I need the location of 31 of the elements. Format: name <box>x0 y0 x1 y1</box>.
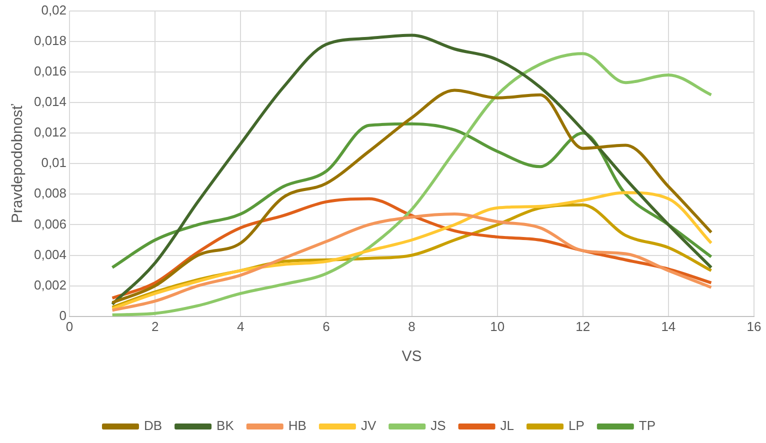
x-axis-title: VS <box>402 348 422 366</box>
legend-label: HB <box>288 418 306 434</box>
y-tick-label: 0,002 <box>34 277 67 292</box>
legend-label: TP <box>638 418 656 434</box>
y-tick-label: 0,016 <box>34 64 67 78</box>
x-tick-label: 4 <box>237 318 244 334</box>
y-tick-label: 0,004 <box>34 246 67 262</box>
y-axis-title: Pravdepodobnosť <box>9 104 26 224</box>
legend-label: BK <box>216 418 234 434</box>
x-tick-label: 6 <box>322 318 330 334</box>
x-tick-label: 2 <box>151 318 159 334</box>
line-series <box>110 88 713 304</box>
y-tick-label: 0 <box>59 308 67 323</box>
legend-label: JS <box>430 418 446 434</box>
y-tick-label: 0,01 <box>41 155 67 170</box>
x-tick-label: 10 <box>490 318 505 334</box>
y-tick-label: 0,012 <box>34 124 67 140</box>
y-tick-label: 0,018 <box>34 32 67 48</box>
legend-label: JL <box>500 418 514 434</box>
x-tick-label: 16 <box>746 318 762 334</box>
y-tick-label: 0,02 <box>41 2 67 18</box>
legend-label: JV <box>360 418 376 434</box>
x-tick-label: 12 <box>576 318 590 334</box>
legend-label: LP <box>568 418 584 434</box>
y-tick-label: 0,006 <box>34 216 67 232</box>
x-tick-label: 8 <box>408 318 416 334</box>
y-tick-label: 0,008 <box>34 186 67 201</box>
line-series <box>110 122 713 270</box>
x-tick-label: 14 <box>661 318 676 334</box>
y-tick-label: 0,014 <box>34 94 67 110</box>
legend-label: DB <box>144 418 162 434</box>
